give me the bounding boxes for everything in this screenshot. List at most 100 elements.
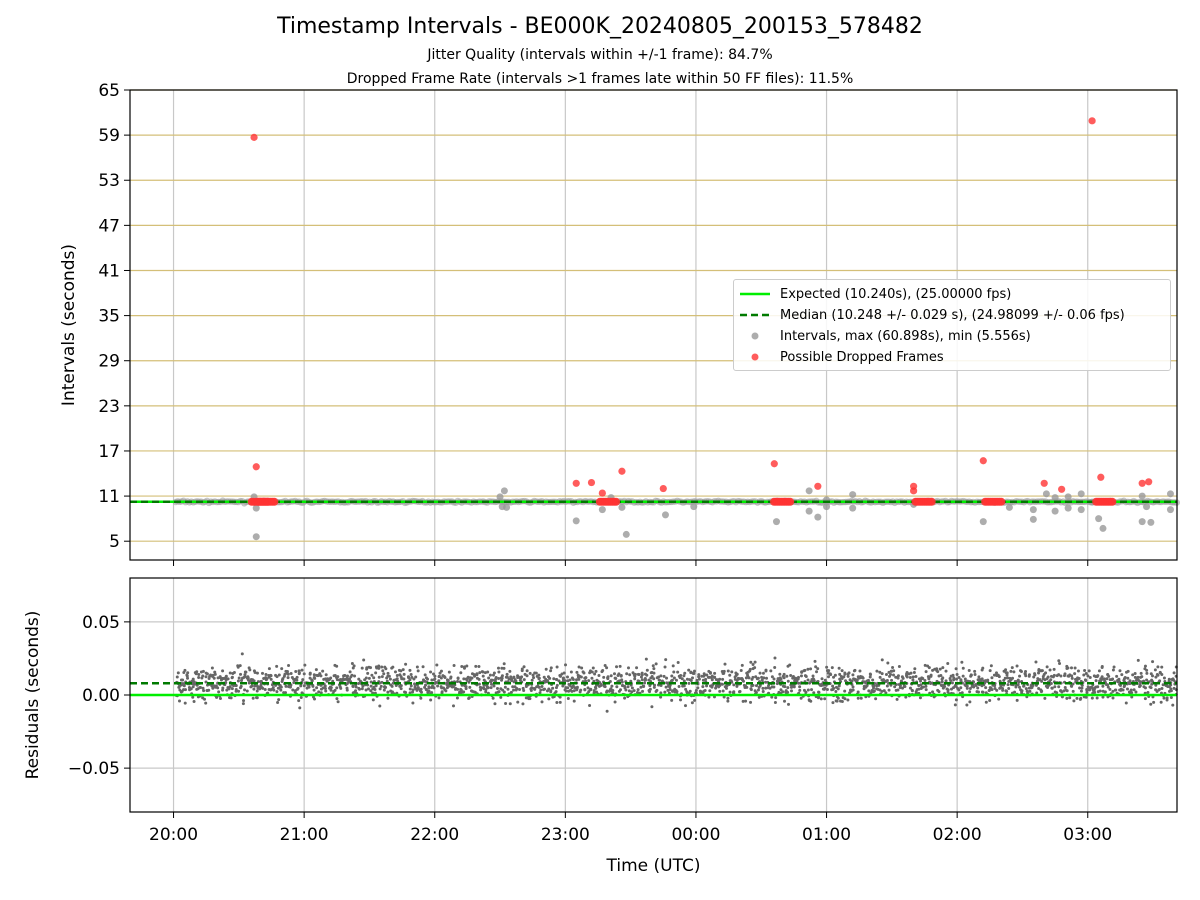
residual-point <box>625 672 629 676</box>
residual-point <box>416 687 420 691</box>
residual-point <box>840 700 844 704</box>
residual-point <box>798 685 802 689</box>
residual-point <box>1025 689 1029 693</box>
residual-point <box>924 684 928 688</box>
residual-point <box>785 674 789 678</box>
residual-point <box>765 676 769 680</box>
residual-point <box>1046 675 1050 679</box>
residual-point <box>249 678 253 682</box>
residual-point <box>1111 668 1115 672</box>
residual-point <box>960 691 964 695</box>
residual-point <box>997 675 1001 679</box>
bottom-x-axis-label: Time (UTC) <box>606 856 701 876</box>
residual-point <box>877 683 881 687</box>
dropped-point-17 <box>1145 478 1153 486</box>
residual-point <box>892 673 896 677</box>
residual-point <box>409 684 413 688</box>
residual-point <box>931 690 935 694</box>
residual-point <box>881 678 885 682</box>
residual-point <box>1143 664 1147 668</box>
residual-point <box>959 686 963 690</box>
residual-point <box>409 673 413 677</box>
residual-point <box>692 669 696 673</box>
residual-point <box>548 676 552 680</box>
residual-point <box>856 696 860 700</box>
residual-point <box>1080 686 1084 690</box>
residual-point <box>697 677 701 681</box>
residual-point <box>177 699 181 703</box>
residual-point <box>486 686 490 690</box>
residual-point <box>572 699 576 703</box>
residual-point <box>593 672 597 676</box>
residual-point <box>995 688 999 692</box>
interval-outlier-31 <box>1064 504 1072 512</box>
residual-point <box>500 666 504 670</box>
residual-point <box>467 697 471 701</box>
residual-point <box>551 686 555 690</box>
residual-point <box>380 675 384 679</box>
residual-point <box>218 697 222 701</box>
residual-point <box>1151 660 1155 664</box>
residual-point <box>1097 669 1101 673</box>
residual-point <box>175 675 179 679</box>
residual-point <box>664 685 668 689</box>
residual-point <box>1068 696 1072 700</box>
residual-point <box>314 668 318 672</box>
residual-point <box>1071 682 1075 686</box>
residual-point <box>858 669 862 673</box>
residual-point <box>360 687 364 691</box>
residual-point <box>1149 702 1153 706</box>
residual-point <box>531 673 535 677</box>
residual-point <box>868 675 872 679</box>
residual-point <box>411 701 415 705</box>
residual-point <box>789 673 793 677</box>
residual-point <box>404 691 408 695</box>
residual-point <box>898 684 902 688</box>
residual-point <box>643 678 647 682</box>
residual-point <box>908 676 912 680</box>
residual-point <box>851 673 855 677</box>
residual-point <box>544 667 548 671</box>
residual-point <box>760 678 764 682</box>
residual-point <box>191 685 195 689</box>
residual-point <box>1044 671 1048 675</box>
residual-point <box>303 663 307 667</box>
residual-point <box>1117 677 1121 681</box>
residual-point <box>633 672 637 676</box>
residual-point <box>1158 679 1162 683</box>
residual-point <box>436 684 440 688</box>
residual-point <box>891 666 895 670</box>
residual-point <box>1063 686 1067 690</box>
residual-point <box>744 699 748 703</box>
residual-point <box>459 671 463 675</box>
residual-point <box>731 690 735 694</box>
residual-point <box>294 669 298 673</box>
residual-point <box>412 677 416 681</box>
residual-point <box>921 685 925 689</box>
residual-point <box>255 696 259 700</box>
residual-point <box>341 677 345 681</box>
residual-point <box>813 659 817 663</box>
residual-point <box>652 677 656 681</box>
residual-point <box>393 670 397 674</box>
residual-point <box>460 665 464 669</box>
residual-point <box>817 690 821 694</box>
residual-point <box>835 699 839 703</box>
residual-point <box>275 664 279 668</box>
residual-point <box>335 697 339 701</box>
residual-point <box>756 688 760 692</box>
residual-point <box>197 673 201 677</box>
dropped-point-1 <box>252 463 260 471</box>
residual-point <box>353 674 357 678</box>
residual-point <box>659 674 663 678</box>
bottom-y-axis-label: Residuals (seconds) <box>23 611 43 780</box>
residual-point <box>1072 699 1076 703</box>
residual-point <box>1055 691 1059 695</box>
residual-point <box>850 679 854 683</box>
residual-point <box>952 678 956 682</box>
residual-point <box>518 687 522 691</box>
residual-point <box>430 678 434 682</box>
residual-point <box>437 674 441 678</box>
